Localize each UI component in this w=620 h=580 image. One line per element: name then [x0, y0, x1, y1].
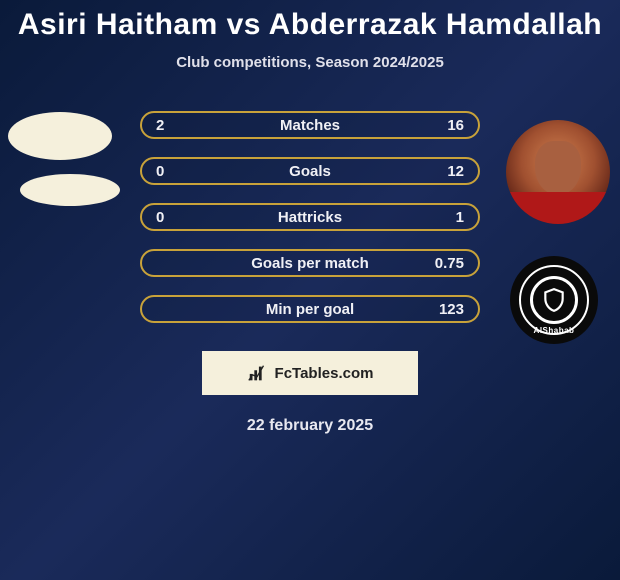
stat-label: Min per goal [196, 301, 424, 318]
stat-row: 2 Matches 16 [140, 111, 480, 139]
stat-row: 0 Hattricks 1 [140, 203, 480, 231]
stat-row: Goals per match 0.75 [140, 249, 480, 277]
stat-right-value: 1 [424, 209, 464, 226]
stat-row: Min per goal 123 [140, 295, 480, 323]
bar-chart-icon [247, 362, 269, 384]
club-left-logo [20, 174, 120, 206]
stat-left-value: 0 [156, 163, 196, 180]
stat-right-value: 123 [424, 301, 464, 318]
club-right-logo: AlShabab [510, 256, 598, 344]
page-title: Asiri Haitham vs Abderrazak Hamdallah [0, 0, 620, 42]
stat-left-value: 0 [156, 209, 196, 226]
player-right-avatar [506, 120, 610, 224]
shield-icon [541, 287, 567, 313]
club-right-name: AlShabab [534, 326, 575, 335]
stat-left-value: 2 [156, 117, 196, 134]
stat-right-value: 16 [424, 117, 464, 134]
comparison-date: 22 february 2025 [0, 417, 620, 435]
stat-right-value: 0.75 [424, 255, 464, 272]
stat-label: Goals [196, 163, 424, 180]
stat-label: Matches [196, 117, 424, 134]
stat-label: Goals per match [196, 255, 424, 272]
brand-label: FcTables.com [275, 365, 374, 382]
stat-label: Hattricks [196, 209, 424, 226]
stat-row: 0 Goals 12 [140, 157, 480, 185]
brand-badge[interactable]: FcTables.com [202, 351, 418, 395]
stat-right-value: 12 [424, 163, 464, 180]
player-left-avatar [8, 112, 112, 160]
page-subtitle: Club competitions, Season 2024/2025 [0, 54, 620, 71]
